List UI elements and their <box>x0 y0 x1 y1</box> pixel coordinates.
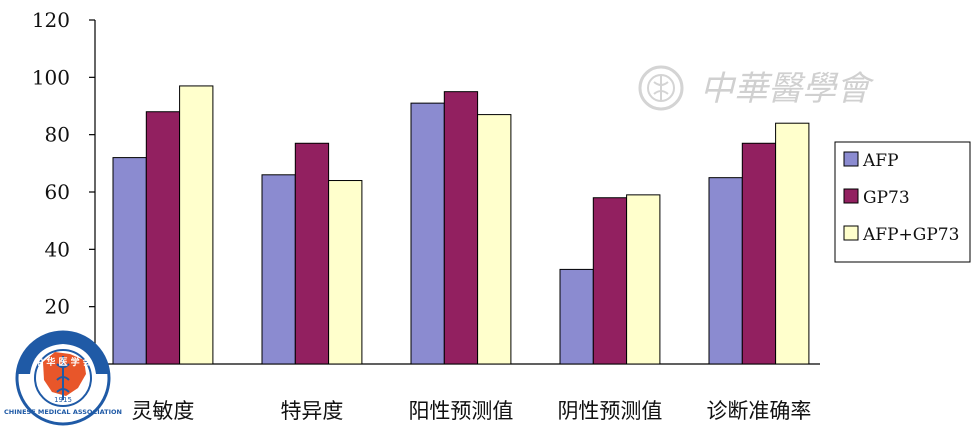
y-tick-label: 20 <box>45 295 70 319</box>
bar-gp73 <box>145 111 181 365</box>
y-tick-label: 40 <box>45 237 70 261</box>
association-seal-icon <box>638 65 684 111</box>
x-axis-labels: 灵敏度 特异度 阳性预测值 阴性预测值 诊断准确率 <box>131 399 811 423</box>
bar-afp-gp73 <box>477 114 512 365</box>
logo-ring-text: CHINESE MEDICAL ASSOCIATION <box>4 408 122 416</box>
legend-label: GP73 <box>863 188 910 208</box>
x-category-label: 特异度 <box>280 399 343 423</box>
bar-afp-gp73 <box>775 122 810 365</box>
bar-gp73 <box>443 91 479 365</box>
bar-gp73 <box>592 197 628 365</box>
x-category-label: 阴性预测值 <box>557 399 662 423</box>
chinese-medical-association-logo-icon: 中 华 医 学 会 CHINESE MEDICAL ASSOCIATION 19… <box>4 330 122 426</box>
y-tick-label: 100 <box>32 65 70 89</box>
watermark-text: 中華醫學會 <box>700 69 875 109</box>
legend-swatch <box>843 188 859 204</box>
logo-top-text: 中 华 医 学 会 <box>34 356 93 368</box>
bar-afp-gp73 <box>626 194 661 365</box>
bar-afp <box>410 102 445 365</box>
bar-afp <box>112 157 147 365</box>
bar-gp73 <box>294 142 330 365</box>
legend-swatch <box>843 151 859 167</box>
bar-afp <box>261 174 296 365</box>
y-axis-ticks: 20 40 60 80 100 120 <box>32 8 95 319</box>
watermark: 中華醫學會 <box>638 65 875 111</box>
y-tick-label: 80 <box>45 123 70 147</box>
bar-afp-gp73 <box>328 180 363 365</box>
y-tick-label: 60 <box>45 180 70 204</box>
legend: AFP GP73 AFP+GP73 <box>834 141 971 263</box>
legend-label: AFP+GP73 <box>862 225 959 245</box>
logo-year: 1915 <box>54 396 72 404</box>
x-category-label: 诊断准确率 <box>706 399 811 423</box>
bars <box>112 85 810 365</box>
legend-label: AFP <box>862 151 899 171</box>
x-category-label: 灵敏度 <box>131 399 194 423</box>
bar-afp-gp73 <box>179 85 214 365</box>
legend-swatch <box>843 225 859 241</box>
bar-afp <box>559 268 594 365</box>
bar-afp <box>708 177 743 365</box>
x-category-label: 阳性预测值 <box>408 399 513 423</box>
bar-gp73 <box>741 142 777 365</box>
y-tick-label: 120 <box>32 8 70 32</box>
